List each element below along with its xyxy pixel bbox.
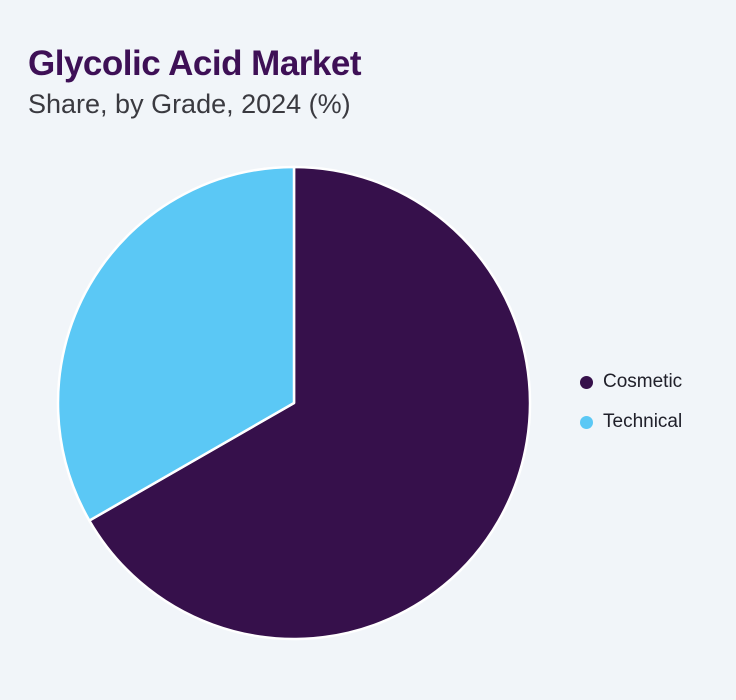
pie-chart [56, 165, 532, 641]
legend-label-cosmetic: Cosmetic [603, 371, 683, 392]
pie-slice-technical [56, 165, 296, 522]
chart-title: Glycolic Acid Market [28, 44, 362, 83]
chart-subtitle: Share, by Grade, 2024 (%) [28, 89, 351, 120]
legend-item-technical: Technical [580, 402, 682, 442]
pie-chart-area [55, 164, 533, 642]
pie-slice-cosmetic [88, 165, 532, 641]
chart-header: Glycolic Acid Market Share, by Grade, 20… [28, 44, 362, 120]
legend-item-cosmetic: Cosmetic [580, 362, 682, 402]
legend: Cosmetic Technical [580, 362, 682, 442]
legend-marker-technical-icon [580, 415, 593, 429]
legend-marker-cosmetic-icon [580, 375, 593, 389]
legend-label-technical: Technical [603, 411, 683, 432]
